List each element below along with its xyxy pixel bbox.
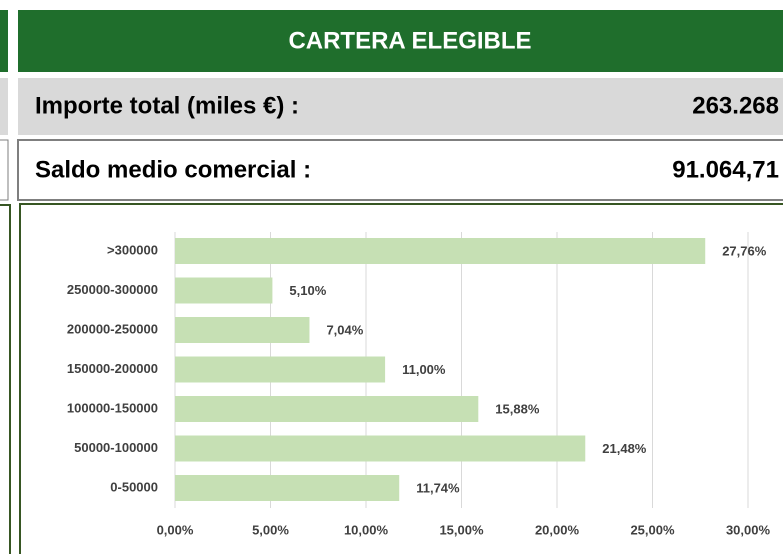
header-title: CARTERA ELEGIBLE — [288, 27, 531, 54]
y-tick-label: 0-50000 — [110, 479, 158, 494]
value-label: 11,74% — [416, 480, 460, 495]
row-box — [17, 139, 783, 201]
bar — [175, 475, 400, 501]
left-panel-header — [0, 10, 8, 72]
y-tick-label: 100000-150000 — [67, 400, 158, 415]
row-label: Saldo medio comercial : — [35, 156, 311, 183]
left-panel-row — [0, 78, 8, 135]
x-tick-label: 0,00% — [157, 522, 194, 537]
bar — [175, 435, 586, 462]
row-value: 91.064,71 — [672, 156, 779, 183]
bar — [175, 356, 386, 383]
bar — [175, 238, 706, 264]
bar — [175, 277, 273, 304]
value-label: 5,10% — [289, 283, 326, 298]
x-tick-label: 5,00% — [252, 522, 289, 537]
value-label: 27,76% — [722, 243, 767, 258]
value-label: 11,00% — [402, 362, 446, 377]
y-tick-label: 50000-100000 — [74, 440, 158, 455]
value-label: 15,88% — [495, 401, 540, 416]
y-tick-label: 200000-250000 — [67, 321, 158, 336]
bar — [175, 396, 479, 422]
left-panel-row — [0, 139, 9, 201]
value-label: 7,04% — [326, 322, 363, 337]
x-tick-label: 10,00% — [344, 522, 389, 537]
y-tick-label: 250000-300000 — [67, 282, 158, 297]
row-value: 263.268 — [692, 92, 779, 119]
header-bar — [18, 10, 783, 72]
x-tick-label: 30,00% — [726, 522, 771, 537]
y-tick-label: >300000 — [107, 242, 158, 257]
row-label: Importe total (miles €) : — [35, 92, 299, 119]
x-tick-label: 20,00% — [535, 522, 580, 537]
value-label: 21,48% — [602, 441, 647, 456]
y-tick-label: 150000-200000 — [67, 361, 158, 376]
x-tick-label: 15,00% — [439, 522, 484, 537]
left-panel-chart — [0, 204, 11, 559]
x-tick-label: 25,00% — [630, 522, 675, 537]
row-box — [18, 78, 783, 135]
bar — [175, 317, 310, 343]
